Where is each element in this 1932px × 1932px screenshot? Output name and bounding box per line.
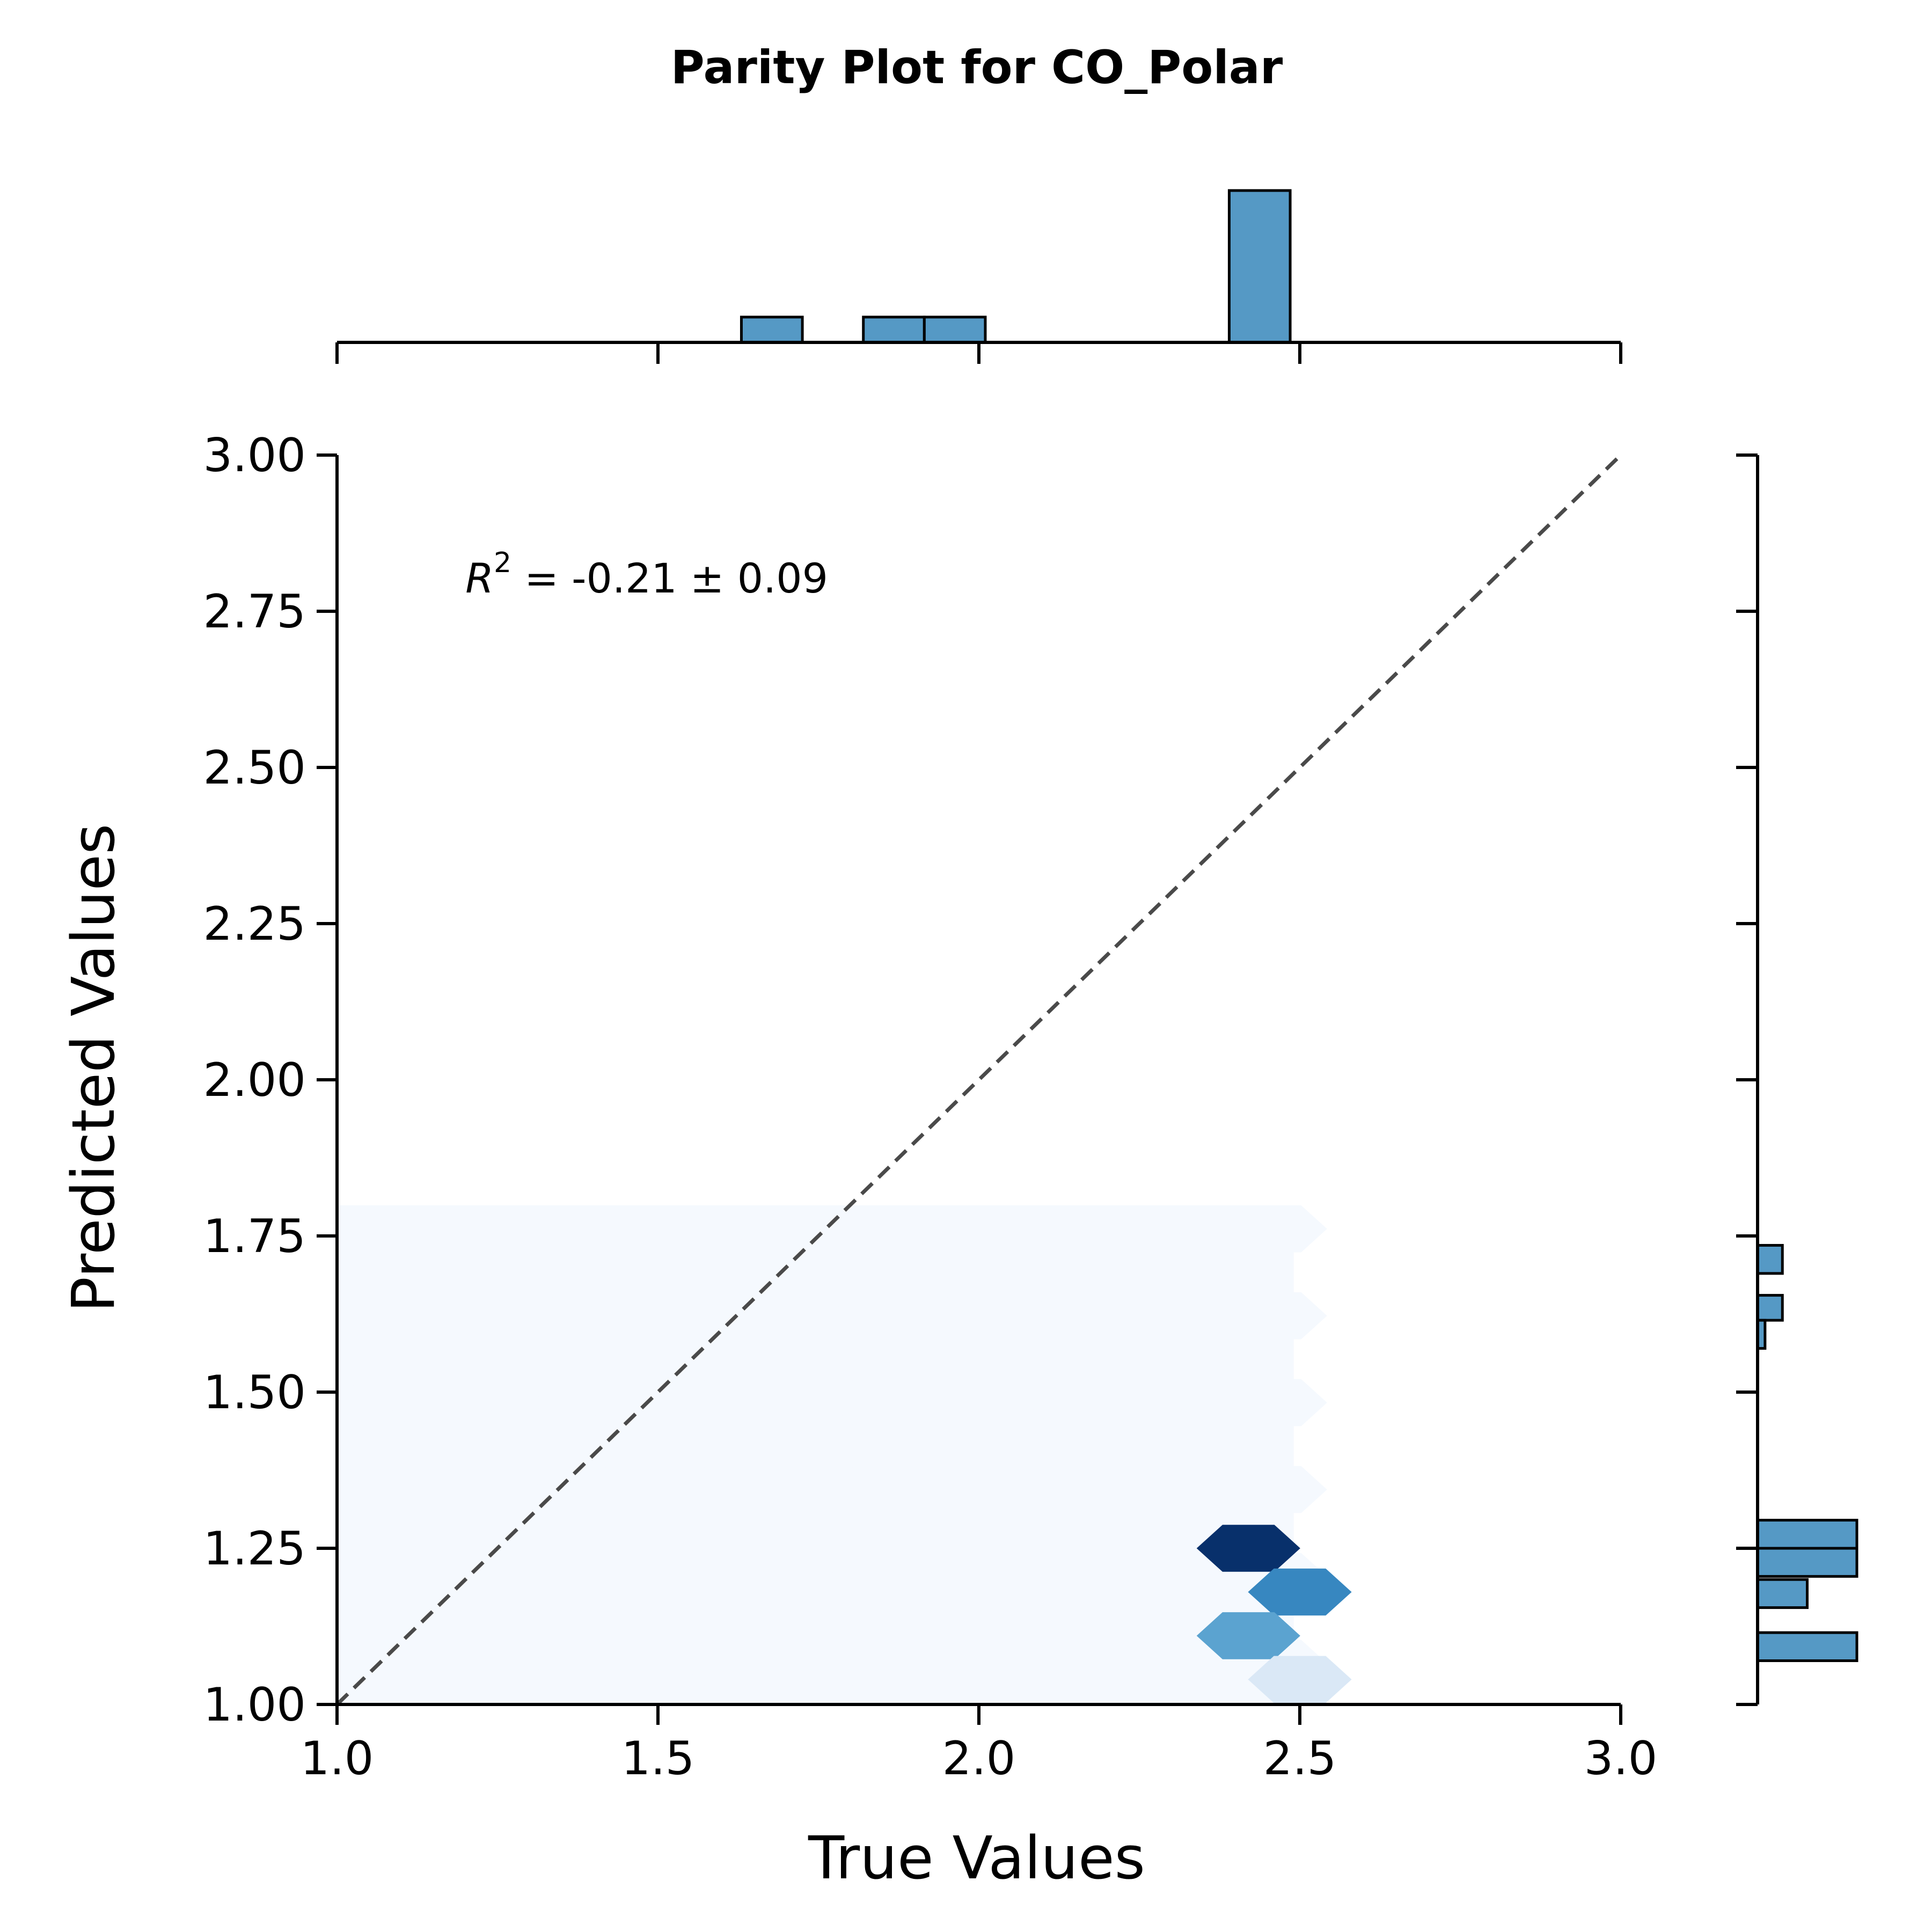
marginal-y-bar	[1756, 1578, 1809, 1609]
x-tick-label: 2.5	[1263, 1732, 1337, 1785]
hexbin-plot-area: 1.0 1.5 2.0 2.5 3.0 1.00 1.25 1.50 1.75 2.00 2.25 2…	[203, 429, 1658, 1785]
y-tick-label: 2.25	[203, 897, 306, 951]
hexbin-background-cell	[680, 1727, 784, 1774]
marginal-y-histogram	[1736, 453, 1858, 1706]
y-tick-label: 2.50	[203, 741, 306, 795]
hexbin-cell	[1248, 1656, 1352, 1703]
y-tick-label: 2.75	[203, 585, 306, 639]
x-tick-label: 1.0	[301, 1732, 374, 1785]
r-superscript: 2	[494, 547, 511, 579]
hexbin-background-cell	[1223, 1205, 1327, 1253]
hexbin-background-cell	[829, 1727, 932, 1774]
x-tick-label: 3.0	[1584, 1732, 1658, 1785]
marginal-y-bar	[1756, 1519, 1858, 1550]
hexbin-background-cell	[1174, 1727, 1278, 1774]
marginal-y-bar	[1756, 1547, 1858, 1578]
hexbin-background-cell	[1223, 1466, 1327, 1513]
marginal-y-bar	[1756, 1631, 1858, 1663]
marginal-x-histogram	[335, 189, 1622, 364]
marginal-x-bar	[862, 316, 926, 344]
parity-line	[335, 453, 1622, 1706]
axes-layer: 1.0 1.5 2.0 2.5 3.0 1.00 1.25 1.50 1.75 2.00 2.25 2…	[203, 429, 1658, 1785]
hexbin-layer	[337, 1205, 1352, 1774]
hexbin-background-cell	[482, 1727, 586, 1774]
y-tick-label: 1.50	[203, 1366, 306, 1419]
y-tick-label: 1.00	[203, 1678, 306, 1732]
hexbin-background	[337, 1215, 1294, 1704]
y-tick-label: 3.00	[203, 429, 306, 482]
hexbin-background-cell	[779, 1727, 883, 1774]
hexbin-background-cell	[1075, 1727, 1179, 1774]
r-symbol: R	[465, 554, 494, 602]
x-tick-label: 2.0	[942, 1732, 1016, 1785]
hexbin-background-cell	[730, 1727, 833, 1774]
y-tick-label: 1.25	[203, 1522, 306, 1576]
x-axis-title: True Values	[808, 1824, 1145, 1892]
y-axis-title: Predicted Values	[59, 824, 128, 1313]
hexbin-background-cell	[532, 1727, 636, 1774]
r-squared-value: = -0.21 ± 0.09	[511, 554, 828, 602]
marginal-x-bar	[740, 316, 804, 344]
y-tick-label: 2.00	[203, 1053, 306, 1107]
r-squared-annotation: R2 = -0.21 ± 0.09	[465, 547, 828, 602]
marginal-x-bar	[1227, 189, 1292, 344]
marginal-y-bar	[1756, 1243, 1784, 1275]
marginal-y-bar	[1756, 1294, 1784, 1322]
chart-title: Parity Plot for CO_Polar	[671, 41, 1283, 94]
hexbin-background-cell	[1223, 1379, 1327, 1426]
hexbin-cell	[1248, 1568, 1352, 1616]
y-tick-label: 1.75	[203, 1210, 306, 1263]
hexbin-background-cell	[1125, 1727, 1228, 1774]
hexbin-cell	[1196, 1525, 1300, 1572]
hexbin-cell	[1196, 1612, 1300, 1659]
hexbin-background-cell	[1026, 1727, 1130, 1774]
hexbin-background-cell	[384, 1727, 487, 1774]
marginal-x-bar	[923, 316, 987, 344]
x-tick-label: 1.5	[621, 1732, 695, 1785]
hexbin-cells	[337, 1205, 1352, 1774]
hexbin-background-cell	[433, 1727, 537, 1774]
hexbin-background-cell	[1223, 1292, 1327, 1340]
